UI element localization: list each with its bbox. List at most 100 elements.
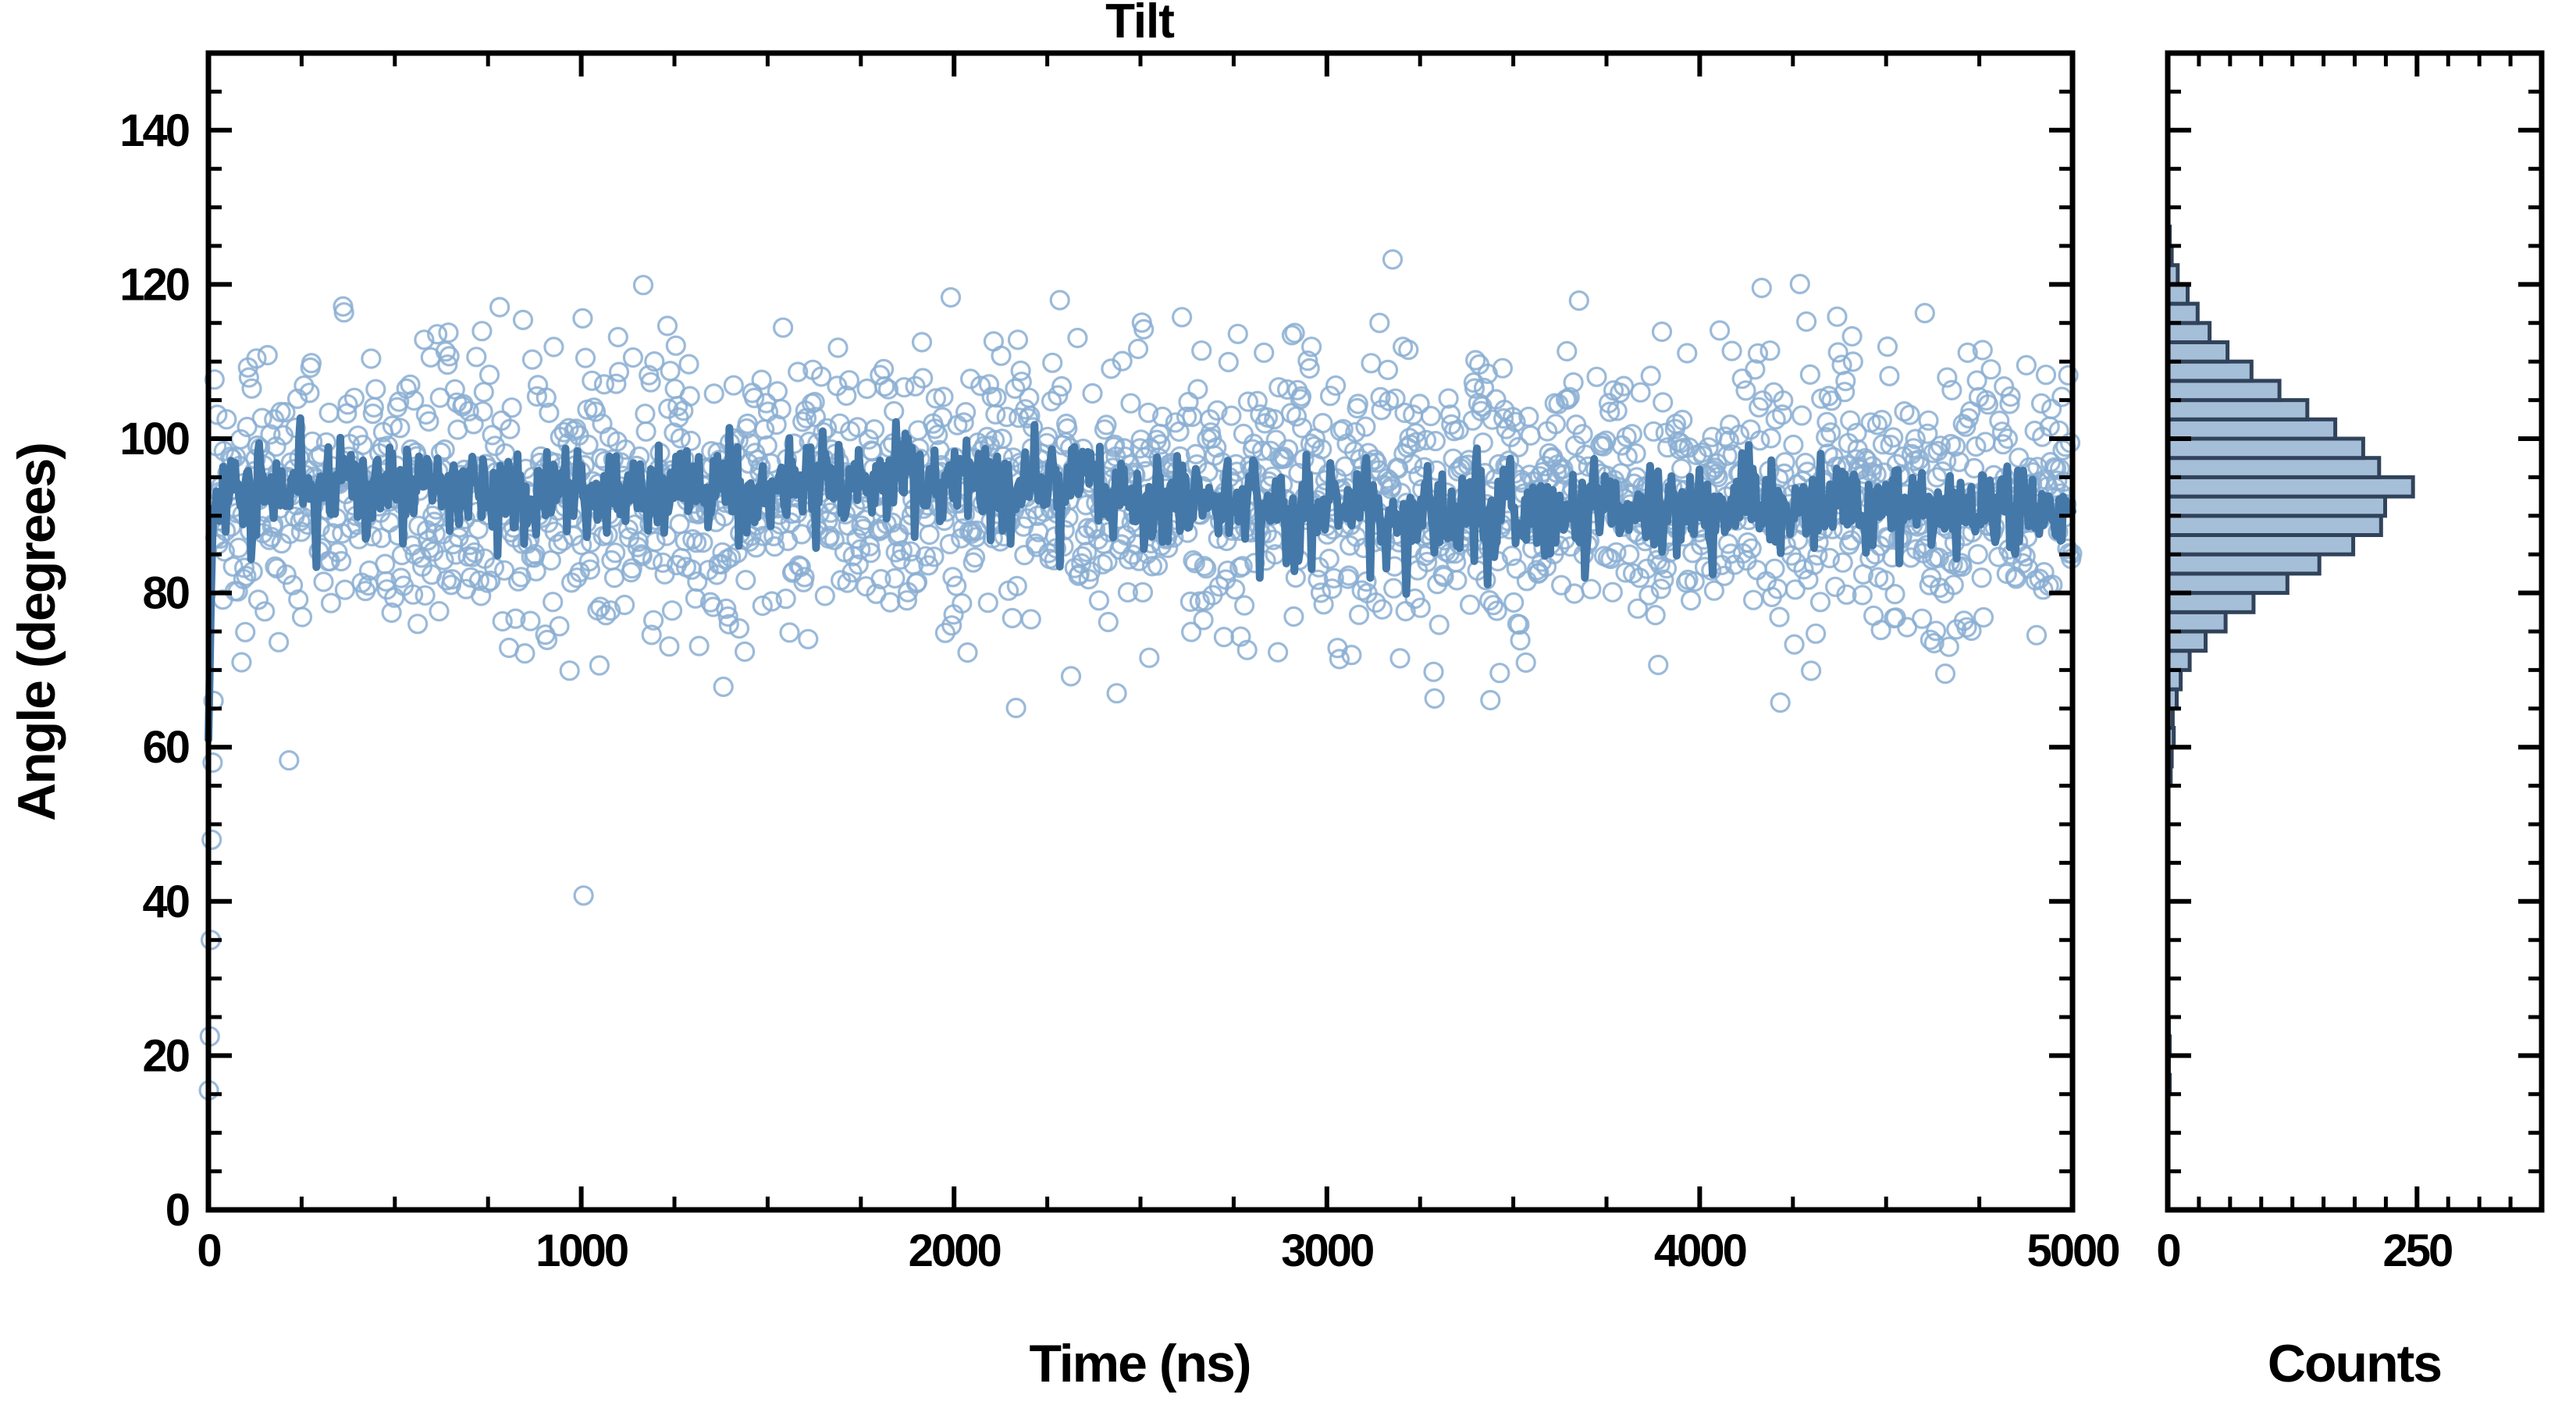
scatter-point	[1515, 652, 1536, 674]
scatter-point	[1329, 649, 1350, 670]
scatter-point	[1747, 343, 1769, 364]
scatter-point	[361, 348, 382, 369]
scatter-point	[553, 422, 575, 443]
scatter-point	[632, 546, 653, 567]
scatter-point	[1365, 592, 1386, 614]
scatter-point	[1369, 312, 1390, 333]
scatter-point	[1703, 580, 1724, 601]
scatter-point	[1784, 634, 1805, 655]
scatter-point	[913, 368, 934, 389]
histogram-bar	[2165, 359, 2254, 383]
scatter-point	[1586, 366, 1607, 387]
histogram-bar	[2165, 301, 2200, 325]
scatter-point	[1980, 359, 2001, 380]
scatter-point	[501, 397, 522, 418]
scatter-point	[1010, 360, 1031, 382]
scatter-point	[1479, 589, 1500, 611]
scatter-point	[1773, 390, 1794, 411]
scatter-point	[1769, 606, 1790, 628]
scatter-point	[1799, 364, 1820, 385]
scatter-point	[1619, 544, 1640, 565]
scatter-point	[1218, 351, 1239, 372]
scatter-point	[1617, 446, 1638, 467]
scatter-point	[435, 341, 457, 362]
scatter-point	[884, 400, 905, 422]
scatter-point	[1503, 592, 1525, 614]
scatter-point	[1313, 594, 1334, 615]
scatter-point	[1133, 318, 1155, 340]
scatter-point	[1772, 404, 1793, 425]
scatter-point	[600, 600, 621, 621]
scatter-point	[1332, 418, 1354, 439]
scatter-point	[1656, 557, 1678, 579]
scatter-point	[1267, 642, 1289, 663]
scatter-point	[1989, 410, 2010, 432]
scatter-point	[1651, 321, 1673, 343]
scatter-point	[275, 401, 296, 423]
scatter-point	[466, 347, 487, 368]
scatter-point	[1606, 542, 1627, 563]
scatter-point	[1956, 617, 1977, 638]
scatter-point	[251, 407, 272, 429]
scatter-point	[500, 418, 521, 439]
scatter-point	[810, 366, 832, 387]
scatter-point	[438, 322, 459, 343]
scatter-point	[1671, 458, 1692, 479]
scatter-point	[1961, 620, 1982, 642]
scatter-point	[959, 368, 981, 389]
scatter-point	[559, 660, 580, 681]
main-xtick-label: 3000	[1281, 1225, 1373, 1276]
scatter-point	[1254, 342, 1275, 363]
scatter-point	[1026, 536, 1048, 557]
scatter-point	[1967, 543, 1988, 565]
scatter-point	[661, 600, 683, 621]
scatter-point	[858, 429, 880, 450]
scatter-point	[1323, 567, 1344, 589]
scatter-point	[1087, 528, 1108, 550]
scatter-point	[1405, 422, 1426, 444]
scatter-point	[585, 401, 607, 422]
scatter-point	[790, 557, 811, 578]
main-panel: 0 1000 2000 3000 4000 5000 0 20 40 60 80 100 120 140	[119, 50, 2121, 1276]
scatter-point	[1883, 427, 1904, 448]
scatter-point	[1179, 591, 1201, 613]
scatter-point	[1147, 555, 1169, 576]
scatter-point	[375, 553, 396, 574]
scatter-point	[1841, 325, 1863, 347]
scatter-point	[254, 601, 276, 622]
scatter-point	[1194, 556, 1215, 577]
scatter-point	[527, 375, 549, 396]
scatter-point	[1764, 558, 1785, 579]
scatter-point	[606, 373, 627, 394]
histogram-tick-labels: 0 250	[2156, 1225, 2454, 1276]
scatter-point	[1429, 614, 1450, 635]
scatter-point	[1834, 382, 1856, 403]
scatter-point	[257, 344, 278, 366]
main-panel-axes	[205, 50, 2076, 1213]
scatter-point	[1448, 419, 1469, 440]
histogram-bar	[2165, 591, 2256, 614]
main-ytick-label: 140	[119, 105, 189, 156]
scatter-point	[362, 403, 383, 425]
scatter-point	[703, 383, 724, 404]
scatter-point	[1973, 606, 1994, 628]
main-xtick-label: 1000	[535, 1225, 628, 1276]
scatter-point	[1227, 323, 1248, 344]
scatter-point	[434, 439, 455, 461]
scatter-point	[352, 434, 373, 456]
scatter-point	[1510, 630, 1531, 651]
scatter-point	[593, 374, 615, 395]
scatter-point	[614, 594, 635, 616]
scatter-point	[1568, 290, 1589, 311]
scatter-point	[764, 535, 785, 557]
scatter-point	[1005, 378, 1026, 399]
scatter-point	[1602, 582, 1623, 603]
scatter-point	[1482, 409, 1503, 430]
scatter-point	[817, 418, 838, 439]
scatter-point	[933, 386, 954, 407]
scatter-point	[1625, 443, 1646, 464]
scatter-point	[1410, 597, 1431, 618]
scatter-point	[1097, 551, 1118, 572]
scatter-series	[198, 249, 2083, 1101]
scatter-point	[984, 429, 1005, 450]
